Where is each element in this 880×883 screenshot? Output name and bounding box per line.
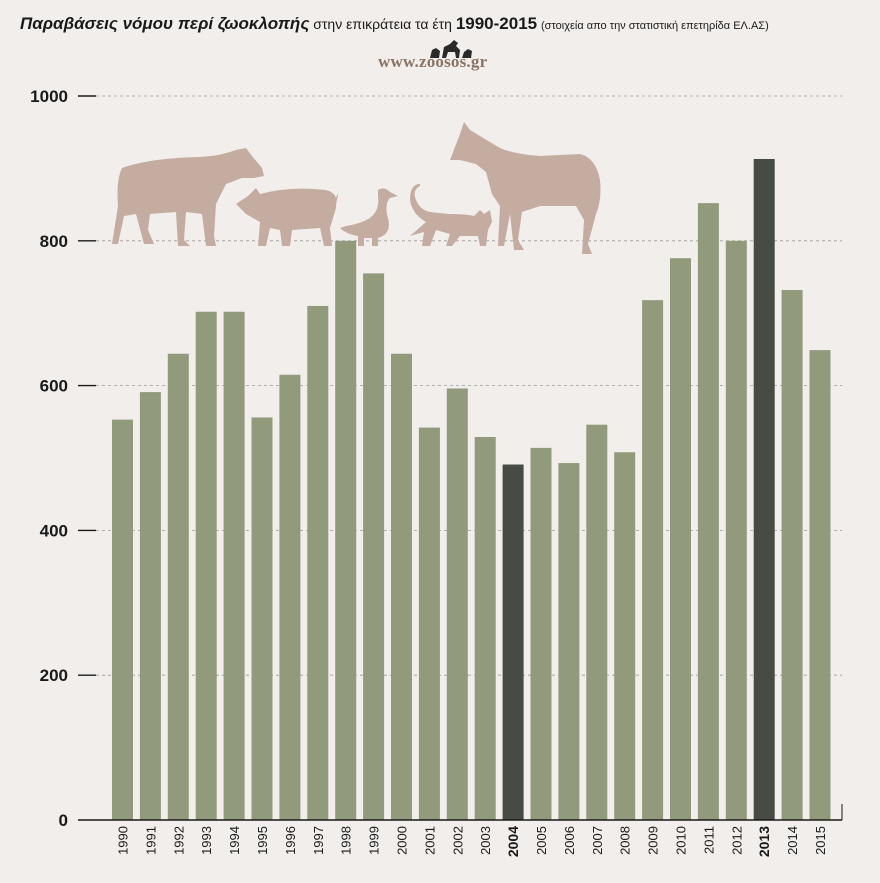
xtick-label-2010: 2010 xyxy=(674,826,689,855)
tick-labels: 0 200 400 600 800 1000 1990 1991 1992 1993 1994 199… xyxy=(30,87,828,857)
logo-text: www.zoosos.gr xyxy=(378,52,488,71)
ytick-label-0: 0 xyxy=(59,811,68,830)
xtick-label-1999: 1999 xyxy=(367,826,382,855)
xtick-label-2003: 2003 xyxy=(478,826,493,855)
goose-icon xyxy=(340,188,398,246)
xtick-label-2004: 2004 xyxy=(505,826,521,857)
xtick-label-2006: 2006 xyxy=(562,826,577,855)
xtick-label-1997: 1997 xyxy=(311,826,326,855)
bar-2014 xyxy=(781,290,803,821)
xtick-label-1992: 1992 xyxy=(171,826,186,855)
xtick-label-2008: 2008 xyxy=(618,826,633,855)
xtick-label-1995: 1995 xyxy=(255,826,270,855)
xtick-label-2011: 2011 xyxy=(701,826,716,854)
bar-2013 xyxy=(753,158,775,820)
xtick-label-2015: 2015 xyxy=(813,826,828,855)
bar-2000 xyxy=(391,353,412,820)
xtick-label-2005: 2005 xyxy=(534,826,549,855)
bar-1995 xyxy=(251,417,273,820)
xtick-label-2001: 2001 xyxy=(422,826,437,855)
xtick-label-1993: 1993 xyxy=(199,826,214,855)
bar-1996 xyxy=(279,374,301,820)
bar-1997 xyxy=(307,305,329,821)
zoosos-logo[interactable]: www.zoosos.gr xyxy=(378,40,488,72)
bar-2015 xyxy=(809,350,831,820)
bar-2005 xyxy=(530,447,552,820)
cat-icon xyxy=(410,184,492,246)
ytick-label-800: 800 xyxy=(40,232,68,251)
xtick-label-1998: 1998 xyxy=(339,826,354,855)
animal-silhouettes xyxy=(112,122,601,254)
title-main: Παραβάσεις νόμου περί ζωοκλοπής xyxy=(20,14,310,33)
bar-1990 xyxy=(112,419,133,820)
xtick-label-2013: 2013 xyxy=(756,826,772,857)
ytick-label-200: 200 xyxy=(40,666,68,685)
xtick-label-2014: 2014 xyxy=(785,826,800,855)
cow-icon xyxy=(112,148,264,246)
bar-2012 xyxy=(725,240,747,821)
xtick-label-2009: 2009 xyxy=(646,826,661,855)
bar-2007 xyxy=(586,424,608,820)
bar-1991 xyxy=(139,392,161,820)
xtick-label-2002: 2002 xyxy=(450,826,465,855)
xtick-label-2000: 2000 xyxy=(395,826,410,855)
pets-logo-icon xyxy=(430,40,472,58)
chart-title: Παραβάσεις νόμου περί ζωοκλοπής στην επι… xyxy=(20,14,870,34)
bar-1993 xyxy=(195,311,217,820)
title-source-note: (στοιχεία απο την στατιστική επετηρίδα Ε… xyxy=(541,20,769,32)
ytick-label-1000: 1000 xyxy=(30,87,68,106)
bar-2003 xyxy=(474,437,496,820)
bar-2008 xyxy=(614,452,636,820)
xtick-label-2007: 2007 xyxy=(590,826,605,855)
bar-2011 xyxy=(697,203,719,821)
bar-2002 xyxy=(446,388,468,820)
xtick-label-1994: 1994 xyxy=(227,826,242,855)
bar-2004 xyxy=(502,464,524,820)
bar-2006 xyxy=(558,463,580,820)
xtick-label-1990: 1990 xyxy=(116,826,131,855)
gridlines xyxy=(96,95,842,676)
bar-1998 xyxy=(335,240,357,821)
title-years: 1990-2015 xyxy=(455,14,538,33)
pig-icon xyxy=(236,188,338,246)
bar-1999 xyxy=(363,273,385,820)
horse-icon xyxy=(450,122,601,254)
axes xyxy=(78,95,843,821)
ytick-label-600: 600 xyxy=(40,377,68,396)
xtick-label-1996: 1996 xyxy=(283,826,298,855)
xtick-label-1991: 1991 xyxy=(143,826,158,855)
xtick-label-2012: 2012 xyxy=(729,826,744,855)
bar-2009 xyxy=(642,300,664,821)
title-sub: στην επικράτεια τα έτη xyxy=(313,16,452,32)
ytick-label-400: 400 xyxy=(40,521,68,540)
bar-2001 xyxy=(418,427,440,820)
bar-2010 xyxy=(670,258,691,820)
bar-1992 xyxy=(167,353,189,820)
bars xyxy=(112,158,831,821)
bar-1994 xyxy=(223,311,245,820)
